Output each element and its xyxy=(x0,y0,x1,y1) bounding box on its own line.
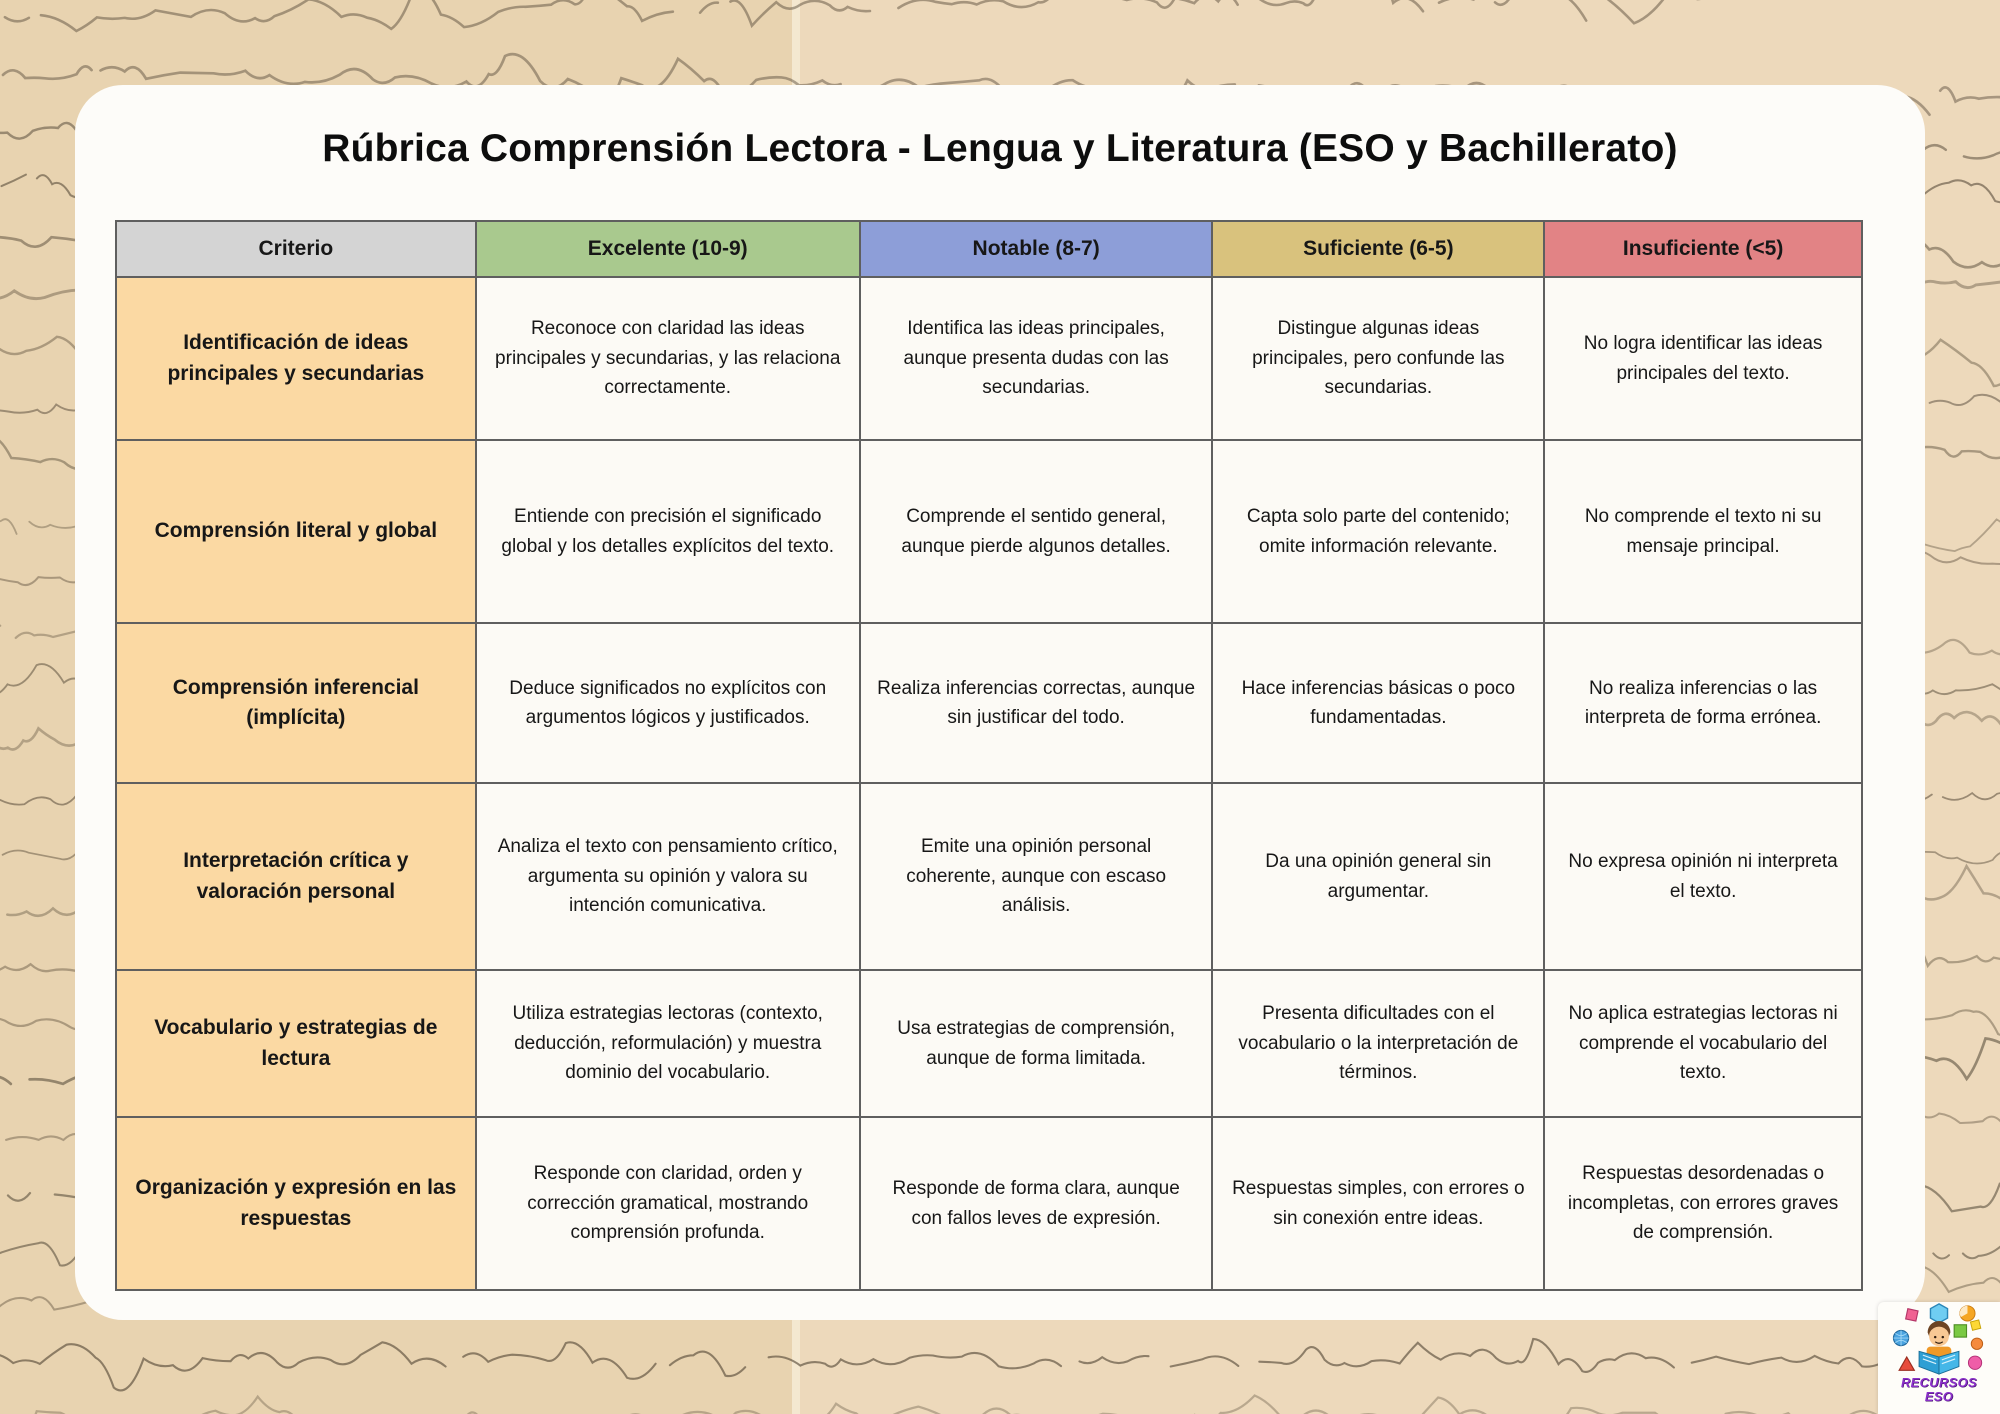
level-cell-excelente: Deduce significados no explícitos con ar… xyxy=(474,622,861,784)
criterion-cell: Interpretación crítica y valoración pers… xyxy=(115,782,477,971)
logo-text-line1: RECURSOS xyxy=(1900,1375,1978,1390)
rubric-table: Criterio Excelente (10-9) Notable (8-7) … xyxy=(115,220,1863,1291)
logo-illustration-icon xyxy=(1892,1303,1984,1375)
level-cell-notable: Emite una opinión personal coherente, au… xyxy=(858,782,1214,971)
level-cell-notable: Comprende el sentido general, aunque pie… xyxy=(858,439,1214,624)
level-cell-excelente: Analiza el texto con pensamiento crítico… xyxy=(474,782,861,971)
level-cell-excelente: Utiliza estrategias lectoras (contexto, … xyxy=(474,969,861,1118)
level-cell-suficiente: Hace inferencias básicas o poco fundamen… xyxy=(1211,622,1546,784)
level-cell-suficiente: Respuestas simples, con errores o sin co… xyxy=(1211,1116,1546,1291)
level-cell-suficiente: Presenta dificultades con el vocabulario… xyxy=(1211,969,1546,1118)
table-header-row: Criterio Excelente (10-9) Notable (8-7) … xyxy=(115,220,1863,278)
header-excelente: Excelente (10-9) xyxy=(474,220,861,278)
criterion-cell: Vocabulario y estrategias de lectura xyxy=(115,969,477,1118)
level-cell-excelente: Responde con claridad, orden y correcció… xyxy=(474,1116,861,1291)
level-cell-excelente: Reconoce con claridad las ideas principa… xyxy=(474,276,861,441)
level-cell-suficiente: Capta solo parte del contenido; omite in… xyxy=(1211,439,1546,624)
table-row: Vocabulario y estrategias de lectura Util… xyxy=(115,969,1863,1118)
table-row: Comprensión inferencial (implícita) Deduc… xyxy=(115,622,1863,784)
level-cell-notable: Responde de forma clara, aunque con fall… xyxy=(858,1116,1214,1291)
level-cell-insuficiente: No realiza inferencias o las interpreta … xyxy=(1543,622,1863,784)
criterion-cell: Comprensión literal y global xyxy=(115,439,477,624)
table-row: Interpretación crítica y valoración pers… xyxy=(115,782,1863,971)
level-cell-suficiente: Distingue algunas ideas principales, per… xyxy=(1211,276,1546,441)
level-cell-insuficiente: No comprende el texto ni su mensaje prin… xyxy=(1543,439,1863,624)
table-row: Comprensión literal y global Entiende con… xyxy=(115,439,1863,624)
level-cell-notable: Identifica las ideas principales, aunque… xyxy=(858,276,1214,441)
recursos-eso-logo: RECURSOS ESO xyxy=(1878,1302,2000,1414)
level-cell-notable: Realiza inferencias correctas, aunque si… xyxy=(858,622,1214,784)
criterion-cell: Identificación de ideas principales y se… xyxy=(115,276,477,441)
level-cell-notable: Usa estrategias de comprensión, aunque d… xyxy=(858,969,1214,1118)
header-criterio: Criterio xyxy=(115,220,477,278)
level-cell-insuficiente: No logra identificar las ideas principal… xyxy=(1543,276,1863,441)
criterion-cell: Organización y expresión en las respuest… xyxy=(115,1116,477,1291)
level-cell-insuficiente: No expresa opinión ni interpreta el text… xyxy=(1543,782,1863,971)
rubric-card: Rúbrica Comprensión Lectora - Lengua y L… xyxy=(75,85,1925,1320)
table-row: Identificación de ideas principales y se… xyxy=(115,276,1863,441)
level-cell-suficiente: Da una opinión general sin argumentar. xyxy=(1211,782,1546,971)
page-title: Rúbrica Comprensión Lectora - Lengua y L… xyxy=(322,127,1678,170)
level-cell-excelente: Entiende con precisión el significado gl… xyxy=(474,439,861,624)
table-row: Organización y expresión en las respuest… xyxy=(115,1116,1863,1291)
header-suficiente: Suficiente (6-5) xyxy=(1211,220,1546,278)
header-notable: Notable (8-7) xyxy=(858,220,1214,278)
level-cell-insuficiente: No aplica estrategias lectoras ni compre… xyxy=(1543,969,1863,1118)
header-insuficiente: Insuficiente (<5) xyxy=(1543,220,1863,278)
level-cell-insuficiente: Respuestas desordenadas o incompletas, c… xyxy=(1543,1116,1863,1291)
criterion-cell: Comprensión inferencial (implícita) xyxy=(115,622,477,784)
logo-text-line2: ESO xyxy=(1924,1388,1954,1404)
rubric-table-body: Identificación de ideas principales y se… xyxy=(115,276,1863,1291)
